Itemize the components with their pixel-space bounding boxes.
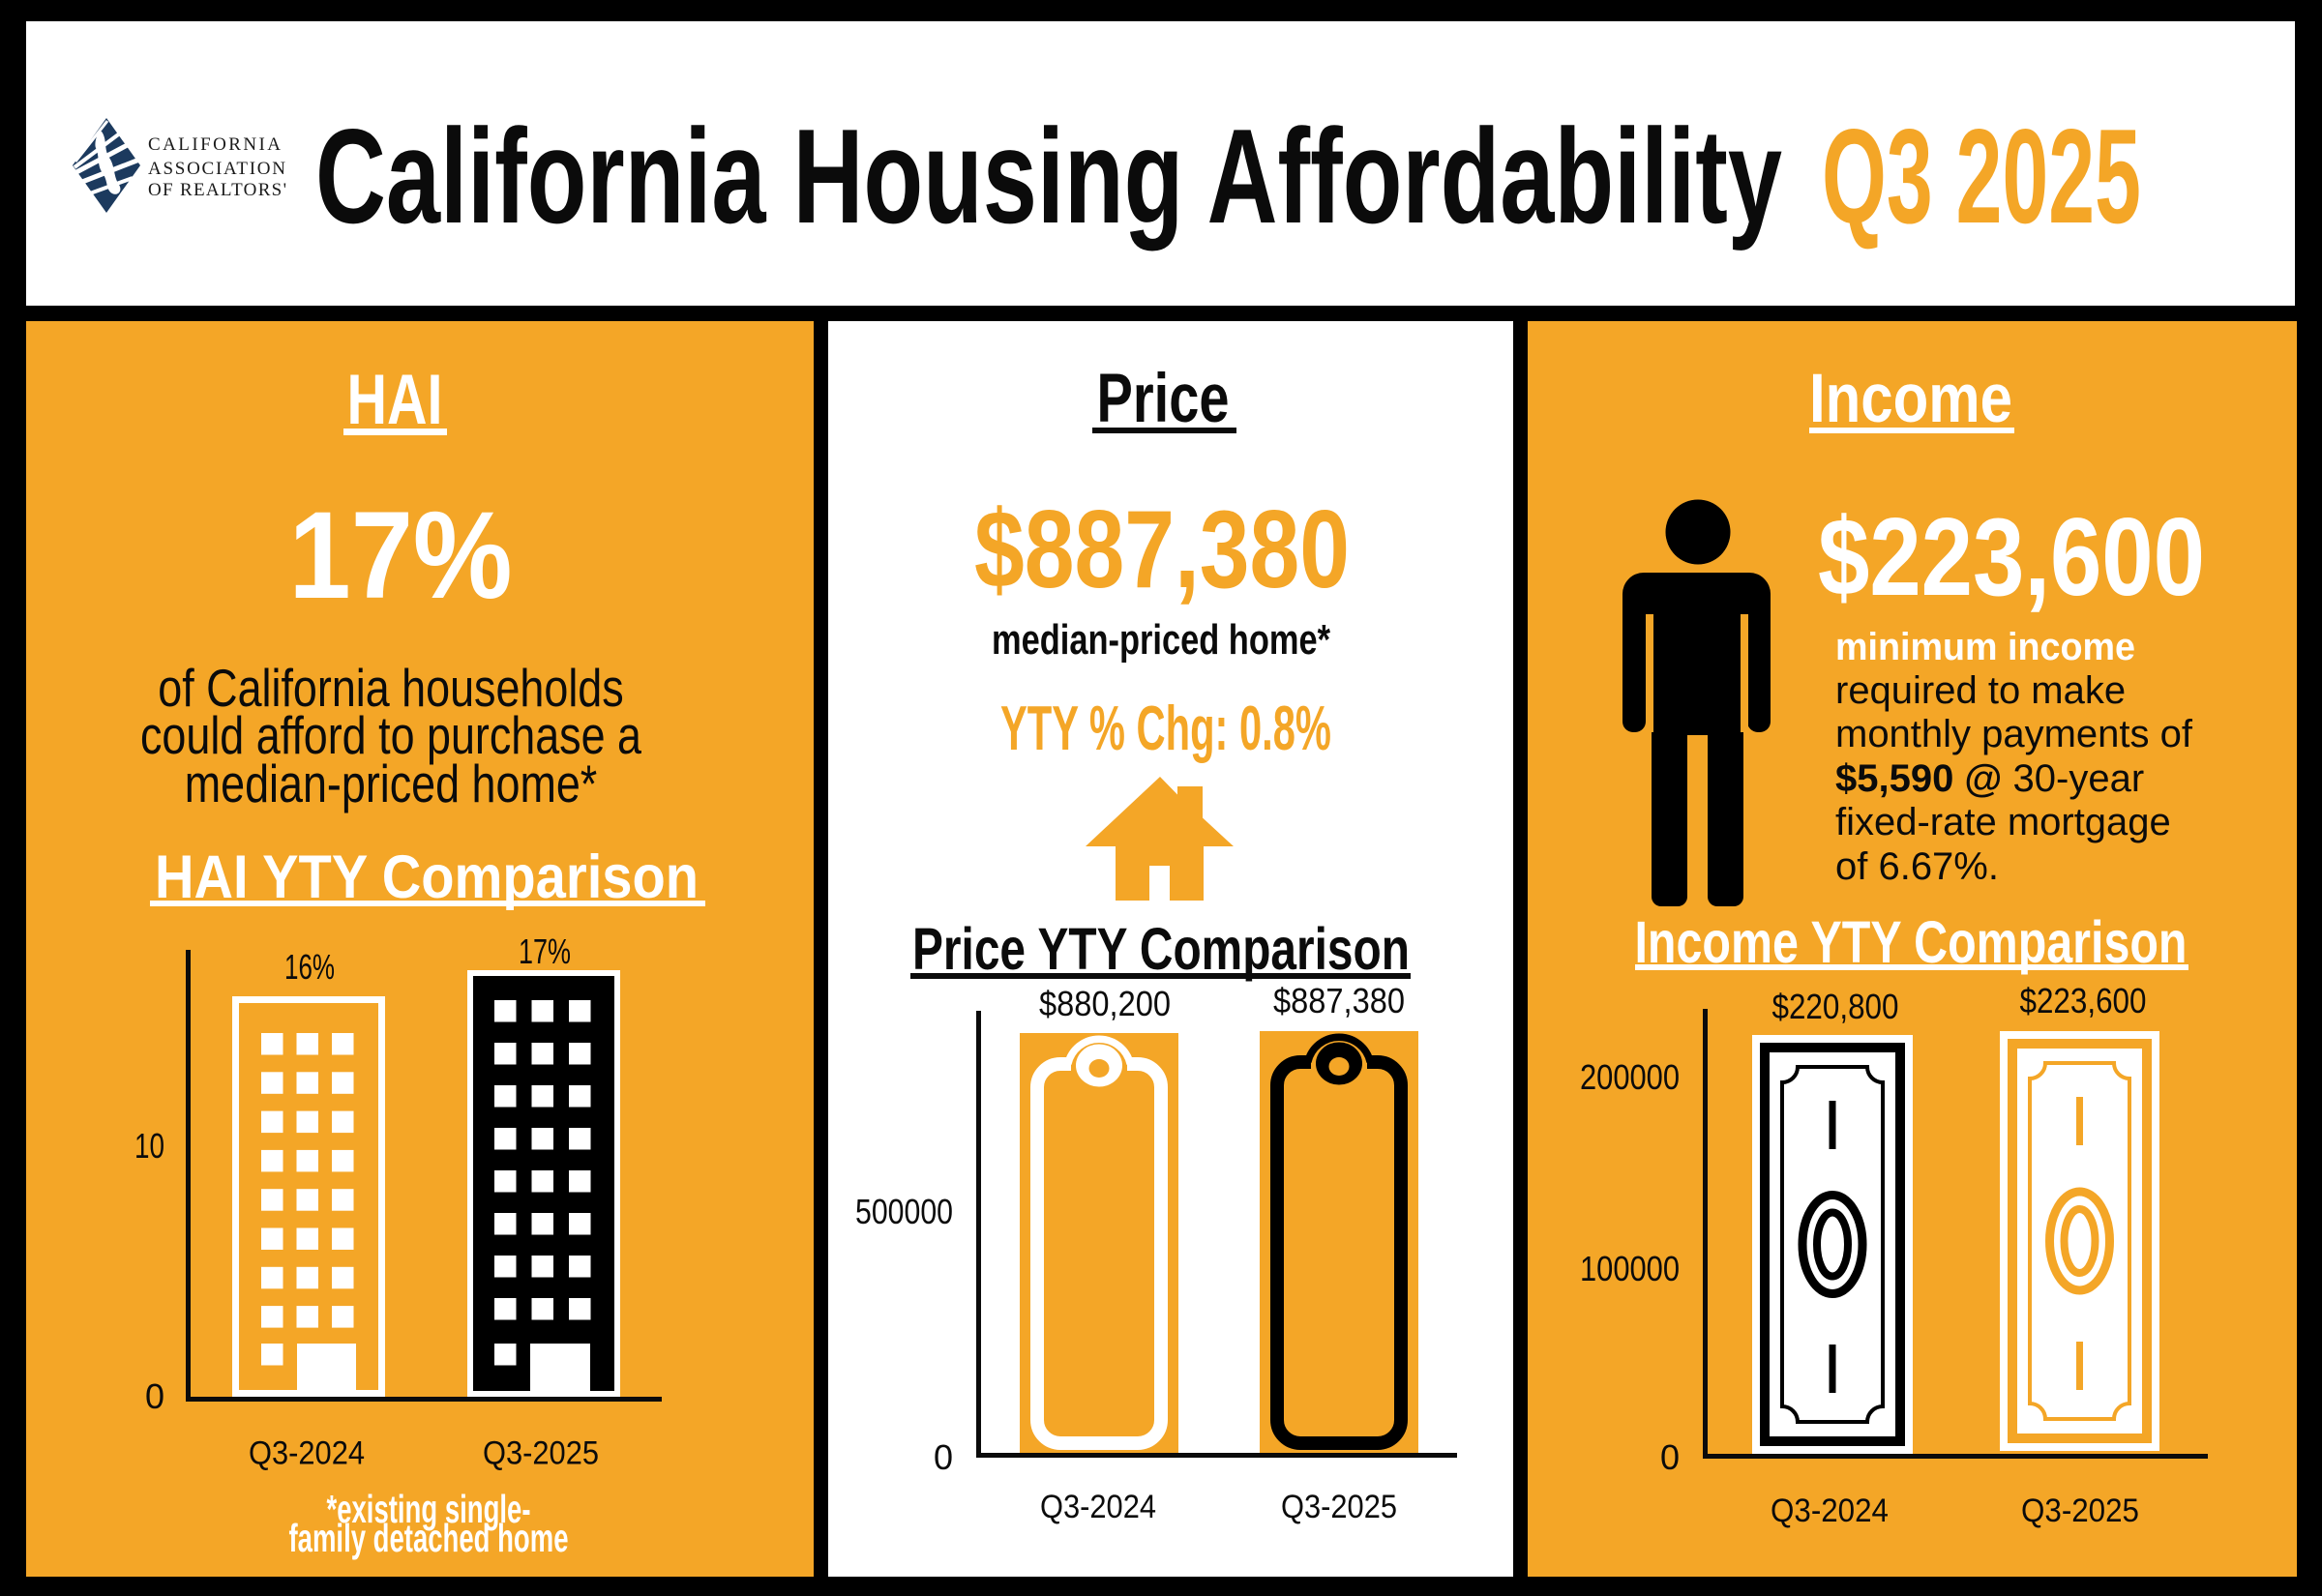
svg-text:100000: 100000 bbox=[1580, 1249, 1680, 1288]
svg-text:Q3-2025: Q3-2025 bbox=[1281, 1489, 1397, 1525]
svg-text:500000: 500000 bbox=[855, 1192, 953, 1231]
svg-text:10: 10 bbox=[134, 1126, 164, 1166]
svg-text:$220,800: $220,800 bbox=[1772, 987, 1899, 1026]
svg-text:Q3-2024: Q3-2024 bbox=[1040, 1489, 1156, 1525]
svg-text:Q3-2024: Q3-2024 bbox=[1771, 1493, 1889, 1529]
svg-text:Q3-2024: Q3-2024 bbox=[249, 1435, 365, 1472]
svg-text:ASSOCIATION: ASSOCIATION bbox=[148, 159, 285, 179]
svg-text:17%: 17% bbox=[519, 931, 571, 971]
svg-text:CALIFORNIA: CALIFORNIA bbox=[148, 134, 281, 155]
svg-text:$223,600: $223,600 bbox=[2020, 981, 2147, 1020]
svg-text:0: 0 bbox=[145, 1376, 164, 1416]
svg-text:OF REALTORS': OF REALTORS' bbox=[148, 180, 286, 200]
svg-text:$887,380: $887,380 bbox=[1273, 981, 1405, 1020]
svg-text:$880,200: $880,200 bbox=[1039, 984, 1171, 1023]
svg-text:200000: 200000 bbox=[1580, 1057, 1680, 1097]
svg-text:0: 0 bbox=[1660, 1437, 1680, 1477]
svg-text:16%: 16% bbox=[284, 947, 335, 987]
svg-text:0: 0 bbox=[934, 1437, 953, 1477]
svg-text:Q3-2025: Q3-2025 bbox=[2021, 1493, 2139, 1529]
svg-text:Q3-2025: Q3-2025 bbox=[483, 1435, 599, 1472]
